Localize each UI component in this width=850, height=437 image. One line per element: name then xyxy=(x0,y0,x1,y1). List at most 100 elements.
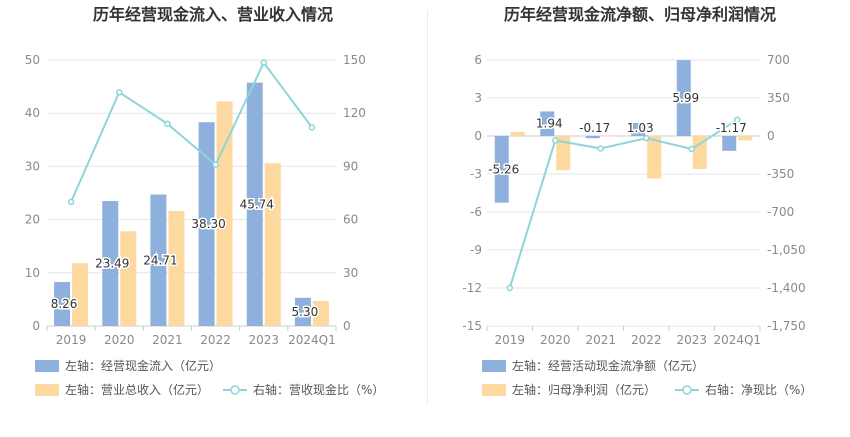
line-point xyxy=(260,59,267,66)
legend-swatch xyxy=(35,360,59,372)
y-left-tick-label: -15 xyxy=(462,319,482,333)
legend-label: 左轴：归母净利润（亿元） xyxy=(512,382,656,397)
bar xyxy=(601,136,616,137)
bar xyxy=(312,300,329,326)
series-line xyxy=(70,60,313,203)
y-left-tick-label: 30 xyxy=(25,159,40,173)
bar xyxy=(494,136,509,203)
y-right-tick-label: 30 xyxy=(343,266,358,280)
x-tick-label: 2020 xyxy=(104,333,135,347)
y-right-tick-label: 0 xyxy=(343,319,351,333)
bar xyxy=(631,122,646,136)
x-tick-label: 2024Q1 xyxy=(713,333,761,347)
y-right-tick-label: -1,750 xyxy=(767,319,806,333)
legend-label: 左轴：经营现金流入（亿元） xyxy=(65,358,221,373)
bar xyxy=(264,163,281,326)
bar-data-label: 1.94 xyxy=(536,117,563,131)
y-right-tick-label: 0 xyxy=(767,129,775,143)
line-point xyxy=(688,145,695,153)
line-point xyxy=(552,137,559,144)
legend-swatch xyxy=(35,384,59,396)
y-left-tick-label: 10 xyxy=(25,266,40,280)
y-left-tick-label: -6 xyxy=(470,205,482,219)
y-right-tick-label: 120 xyxy=(343,106,366,120)
bar xyxy=(556,136,571,171)
x-tick-label: 2022 xyxy=(200,333,231,347)
legend-swatch xyxy=(482,384,506,396)
y-right-tick-label: -1,400 xyxy=(767,281,806,295)
bar xyxy=(722,136,737,151)
bar xyxy=(585,136,600,139)
y-left-tick-label: -9 xyxy=(470,243,482,257)
y-left-tick-label: -3 xyxy=(470,167,482,181)
x-tick-label: 2023 xyxy=(248,333,279,347)
bar-data-label: 23.49 xyxy=(95,257,129,271)
bar-data-label: 38.30 xyxy=(191,217,225,231)
bar xyxy=(246,82,263,326)
bar-data-label: 8.26 xyxy=(51,297,78,311)
y-right-tick-label: 350 xyxy=(767,91,790,105)
legend-swatch xyxy=(482,360,506,372)
y-left-tick-label: 40 xyxy=(25,106,40,120)
bar xyxy=(676,60,691,137)
x-tick-label: 2020 xyxy=(540,333,571,347)
line-point xyxy=(734,116,741,123)
line-point xyxy=(643,134,650,142)
x-tick-label: 2023 xyxy=(676,333,707,347)
line-point xyxy=(597,145,604,152)
bar xyxy=(738,136,753,141)
bar xyxy=(150,194,167,326)
y-left-tick-label: 0 xyxy=(32,319,40,333)
bar-data-label: -1.17 xyxy=(716,121,747,135)
bar-data-label: -5.26 xyxy=(488,162,519,176)
bar-data-label: 24.71 xyxy=(143,253,177,267)
bar-data-label: 45.74 xyxy=(240,197,274,211)
y-left-tick-label: 6 xyxy=(474,53,482,67)
y-left-tick-label: 0 xyxy=(474,129,482,143)
series-line xyxy=(508,118,738,289)
chart-title: 历年经营现金流入、营业收入情况 xyxy=(93,5,333,24)
bar-data-label: 5.99 xyxy=(672,91,699,105)
line-point xyxy=(67,198,75,206)
y-left-tick-label: 20 xyxy=(25,213,40,227)
bar xyxy=(102,201,119,326)
chart-cash-inflow-revenue: 历年经营现金流入、营业收入情况 0 10 20 30 40 50 0 30 60 90 120 150… xyxy=(25,5,385,397)
y-right-tick-label: 60 xyxy=(343,213,358,227)
legend-label: 右轴：营收现金比（%） xyxy=(253,382,384,397)
bar xyxy=(72,263,89,326)
y-right-tick-label: -350 xyxy=(767,167,794,181)
y-right-tick-label: -700 xyxy=(767,205,794,219)
bar xyxy=(647,136,662,179)
y-left-tick-label: 50 xyxy=(25,53,40,67)
y-right-tick-label: 90 xyxy=(343,159,358,173)
bar-data-label: 5.30 xyxy=(292,305,319,319)
y-left-tick-label: 3 xyxy=(474,91,482,105)
chart-net-cash-net-profit: 历年经营现金流净额、归母净利润情况 -15 -12 -9 -6 -3 0 3 6 -1,750 -… xyxy=(462,5,812,397)
line-point xyxy=(212,161,219,168)
bar-data-label: 1.03 xyxy=(627,121,654,135)
legend-label: 左轴：营业总收入（亿元） xyxy=(65,382,209,397)
bar-data-label: -0.17 xyxy=(579,121,610,135)
bar xyxy=(54,282,71,326)
legend-label: 右轴：净现比（%） xyxy=(705,382,812,397)
x-tick-label: 2019 xyxy=(494,333,525,347)
legend-swatch-marker xyxy=(230,385,240,395)
x-tick-label: 2021 xyxy=(585,333,616,347)
chart-title: 历年经营现金流净额、归母净利润情况 xyxy=(504,5,776,24)
y-right-tick-label: 150 xyxy=(343,53,366,67)
bar xyxy=(168,211,185,326)
bar xyxy=(510,131,525,136)
line-point xyxy=(308,124,316,131)
x-tick-label: 2019 xyxy=(56,333,87,347)
x-tick-label: 2022 xyxy=(631,333,662,347)
line-point xyxy=(116,89,123,96)
y-right-tick-label: 700 xyxy=(767,53,790,67)
panel-divider xyxy=(427,10,428,405)
bar xyxy=(198,122,215,326)
line-point xyxy=(164,120,171,128)
bar xyxy=(294,297,311,326)
legend-swatch-marker xyxy=(682,385,692,395)
bar xyxy=(692,136,707,169)
legend-label: 左轴：经营活动现金流净额（亿元） xyxy=(512,358,704,373)
